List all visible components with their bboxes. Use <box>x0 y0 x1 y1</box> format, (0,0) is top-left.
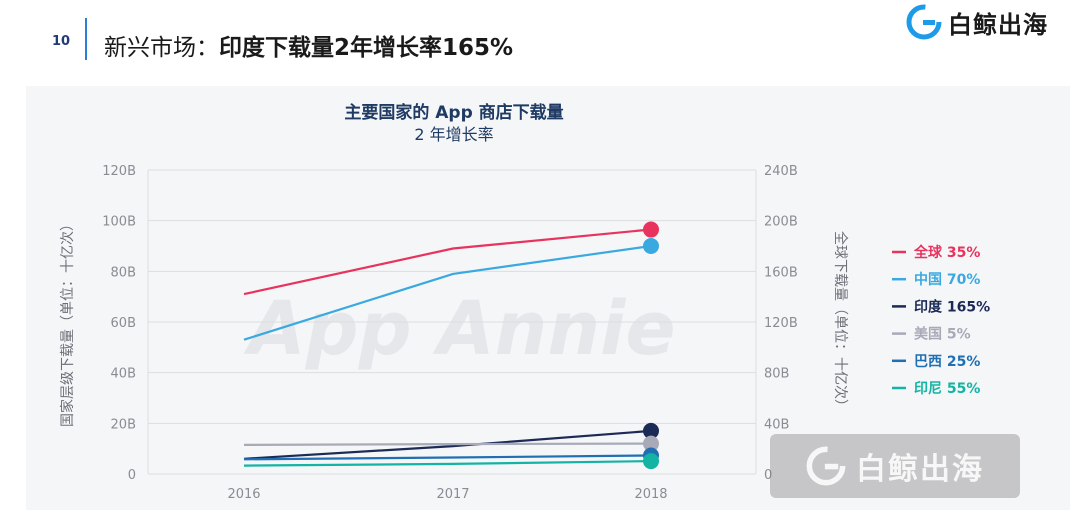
series-end-point <box>643 453 659 470</box>
y-tick-right-label: 80B <box>764 367 789 382</box>
chart-title: 主要国家的 App 商店下载量 <box>344 102 563 123</box>
brand-name: 白鲸出海 <box>948 10 1048 39</box>
series-end-point <box>643 221 659 238</box>
y-tick-left-label: 80B <box>111 265 136 280</box>
y-axis-right-title: 全球下载量（单位：十亿次） <box>832 231 849 413</box>
watermark: 白鲸出海 <box>770 434 1020 498</box>
page-title-prefix: 新兴市场： <box>104 35 219 61</box>
y-tick-right-label: 40B <box>764 417 789 432</box>
page-title: 新兴市场：印度下载量2年增长率165% <box>104 28 513 62</box>
line-chart: App Annie 主要国家的 App 商店下载量 2 年增长率 0 20B 40B 60B… <box>59 102 990 502</box>
page-number: 10 <box>52 34 71 49</box>
chart-panel: App Annie 主要国家的 App 商店下载量 2 年增长率 0 20B 40B 60B… <box>26 86 1070 510</box>
brand-logo: 白鲸出海 <box>906 4 1048 40</box>
series-line <box>243 454 652 461</box>
series-end-point <box>643 422 659 439</box>
series-line <box>243 460 652 467</box>
x-tick-label: 2016 <box>227 487 260 502</box>
legend-label: 中国 70% <box>914 271 980 288</box>
page-title-main: 印度下载量2年增长率165% <box>219 35 514 61</box>
y-tick-right-label: 200B <box>764 215 798 230</box>
whale-logo-icon <box>906 4 942 40</box>
watermark-logo-icon <box>806 446 846 486</box>
y-tick-left-label: 40B <box>111 367 136 382</box>
legend-label: 巴西 25% <box>914 354 980 370</box>
series-line <box>243 244 652 341</box>
y-tick-right-label: 120B <box>764 316 798 331</box>
series-line <box>243 442 652 446</box>
x-tick-label: 2017 <box>436 487 469 502</box>
y-tick-right-label: 240B <box>764 164 798 179</box>
series-line <box>243 228 652 296</box>
series-end-point <box>643 238 659 254</box>
x-tick-label: 2018 <box>634 487 667 502</box>
legend-label: 美国 5% <box>914 326 971 343</box>
y-axis-left-title: 国家层级下载量（单位：十亿次） <box>59 217 76 427</box>
background-watermark-text: App Annie <box>243 286 675 372</box>
y-tick-right-label: 0 <box>764 468 772 483</box>
y-tick-left-label: 120B <box>102 164 136 179</box>
chart-subtitle: 2 年增长率 <box>414 125 493 144</box>
series-line <box>243 429 652 460</box>
title-divider <box>85 18 87 60</box>
legend-label: 印度 165% <box>914 298 990 315</box>
y-tick-right-label: 160B <box>764 265 798 280</box>
y-tick-left-label: 100B <box>102 215 136 230</box>
y-tick-left-label: 60B <box>111 316 136 331</box>
y-tick-left-label: 0 <box>128 468 136 483</box>
legend-label: 印尼 55% <box>914 380 980 397</box>
watermark-text: 白鲸出海 <box>856 452 984 487</box>
series-end-point <box>643 435 659 452</box>
y-tick-left-label: 20B <box>111 417 136 432</box>
legend-label: 全球 35% <box>913 244 980 261</box>
